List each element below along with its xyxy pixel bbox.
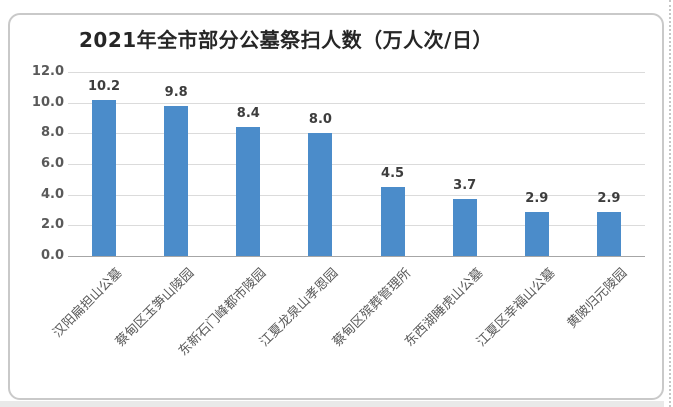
y-tick-label: 10.0 bbox=[31, 94, 64, 110]
bar-value-label: 8.4 bbox=[236, 106, 260, 122]
bar bbox=[596, 211, 621, 256]
y-tick-label: 8.0 bbox=[40, 125, 64, 141]
x-axis-label: 江夏龙泉山孝恩园 bbox=[257, 265, 342, 350]
bar bbox=[452, 199, 477, 256]
bar bbox=[92, 99, 117, 256]
x-axis-label: 东新石门峰都市陵园 bbox=[176, 265, 270, 360]
gridline bbox=[68, 72, 645, 73]
gridline bbox=[68, 133, 645, 135]
bar-value-label: 2.9 bbox=[525, 190, 549, 206]
bar bbox=[308, 133, 333, 256]
bar-value-label: 8.0 bbox=[308, 112, 332, 128]
plot-area: 10.2 9.8 8.4 8.0 4.5 3.7 2.9 2.9 bbox=[68, 72, 645, 257]
x-axis-label: 黄陂归元陵园 bbox=[564, 265, 631, 332]
x-axis-label: 汉阳扁担山公墓 bbox=[50, 265, 126, 341]
bar-value-label: 2.9 bbox=[597, 190, 621, 206]
y-tick-label: 6.0 bbox=[40, 156, 64, 171]
bar-value-label: 10.2 bbox=[88, 78, 121, 94]
bar-value-label: 3.7 bbox=[453, 178, 477, 194]
y-tick-label: 0.0 bbox=[40, 248, 64, 263]
chart-title: 2021年全市部分公墓祭扫人数（万人次/日） bbox=[79, 28, 493, 52]
page-bottom-strip bbox=[0, 401, 664, 407]
page-right-dotted-edge bbox=[669, 0, 671, 407]
gridline bbox=[68, 194, 645, 196]
y-tick-label: 2.0 bbox=[40, 217, 64, 233]
chart-frame: 2021年全市部分公墓祭扫人数（万人次/日） 10.2 9.8 8.4 8.0 4.5 3… bbox=[8, 13, 664, 400]
gridline bbox=[68, 164, 645, 165]
bar bbox=[380, 187, 405, 256]
bar-value-label: 9.8 bbox=[164, 84, 188, 100]
y-tick-label: 12.0 bbox=[31, 64, 64, 79]
x-axis-label: 江夏区幸福山公墓 bbox=[473, 265, 559, 350]
bar bbox=[164, 105, 189, 256]
bar bbox=[524, 211, 549, 256]
x-axis-label: 蔡甸区玉笋山陵园 bbox=[113, 265, 198, 350]
x-axis-label: 蔡甸区殡葬管理所 bbox=[329, 265, 414, 350]
gridline bbox=[68, 256, 645, 257]
bar-value-label: 4.5 bbox=[381, 166, 405, 181]
x-axis: 汉阳扁担山公墓 蔡甸区玉笋山陵园 东新石门峰都市陵园 江夏龙泉山孝恩园 蔡甸区殡葬管理所… bbox=[50, 265, 645, 400]
gridline bbox=[68, 102, 645, 104]
bar bbox=[236, 127, 261, 256]
gridline bbox=[68, 225, 645, 227]
y-tick-label: 4.0 bbox=[40, 186, 64, 202]
x-axis-label: 东西湖睡虎山公墓 bbox=[401, 265, 487, 350]
